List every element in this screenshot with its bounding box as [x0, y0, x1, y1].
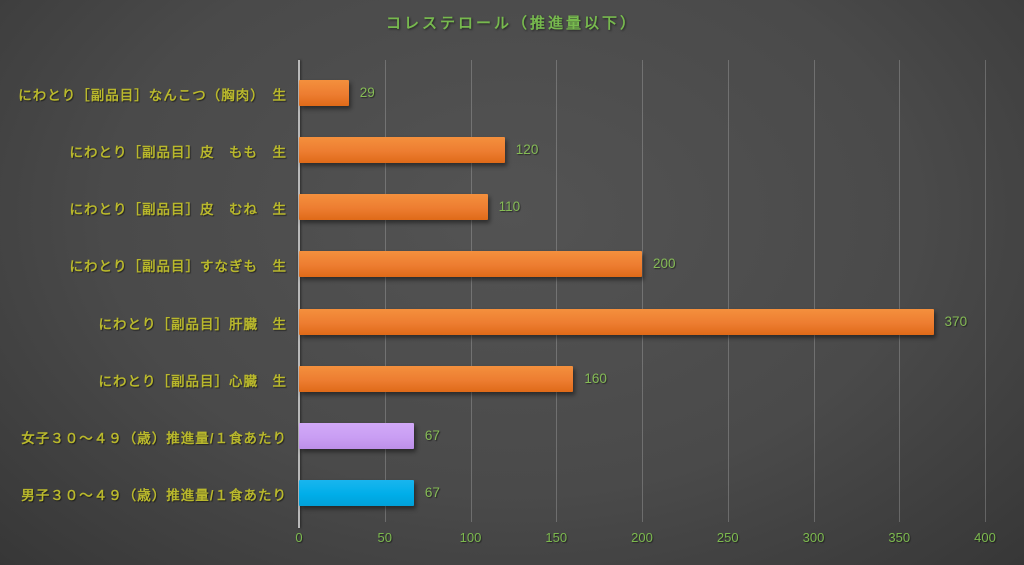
- x-gridline: [899, 60, 901, 522]
- category-label: にわとり［副品目］皮 もも 生: [69, 144, 287, 160]
- data-label: 67: [424, 485, 440, 501]
- bar-orange: [299, 308, 934, 335]
- bar-orange: [299, 79, 349, 106]
- x-axis-tick-label: 400: [974, 530, 996, 545]
- data-label: 29: [359, 84, 375, 100]
- x-gridline: [985, 60, 986, 522]
- data-label: 120: [515, 141, 539, 157]
- x-axis-tick-label: 150: [545, 530, 568, 545]
- category-label: にわとり［副品目］心臓 生: [98, 373, 287, 389]
- x-axis-tick-label: 200: [631, 530, 653, 545]
- x-axis-tick-label: 100: [459, 530, 482, 545]
- bar-purple: [299, 423, 414, 450]
- data-label: 110: [498, 199, 521, 215]
- category-label: にわとり［副品目］なんこつ（胸肉） 生: [18, 87, 287, 103]
- data-label: 370: [944, 313, 968, 329]
- x-gridline: [727, 60, 729, 522]
- x-gridline: [556, 60, 558, 522]
- category-label: にわとり［副品目］皮 むね 生: [69, 202, 287, 218]
- data-label: 200: [653, 256, 676, 272]
- bar-orange: [299, 194, 488, 221]
- data-label: 160: [584, 370, 607, 386]
- y-axis-line: [298, 60, 300, 528]
- x-gridline: [642, 60, 643, 522]
- bar-orange: [299, 251, 642, 278]
- category-label: にわとり［副品目］肝臓 生: [98, 316, 287, 332]
- x-gridline: [384, 60, 386, 522]
- category-label: にわとり［副品目］すなぎも 生: [69, 259, 287, 275]
- category-label: 男子３０～４９（歳）推進量/１食あたり: [21, 488, 287, 504]
- data-label: 67: [424, 428, 440, 444]
- bar-orange: [299, 365, 574, 392]
- category-label: 女子３０～４９（歳）推進量/１食あたり: [21, 431, 287, 447]
- x-gridline: [470, 60, 472, 522]
- x-gridline: [813, 60, 815, 522]
- x-axis-tick-label: 350: [888, 530, 911, 545]
- chart-title: コレステロール（推進量以下）: [385, 15, 638, 32]
- x-axis-tick-label: 50: [377, 530, 392, 545]
- x-axis-tick-label: 300: [802, 530, 825, 545]
- x-axis-tick-label: 250: [716, 530, 739, 545]
- bar-blue: [299, 480, 414, 507]
- x-axis-tick-label: 0: [295, 530, 303, 545]
- bar-orange: [299, 136, 505, 163]
